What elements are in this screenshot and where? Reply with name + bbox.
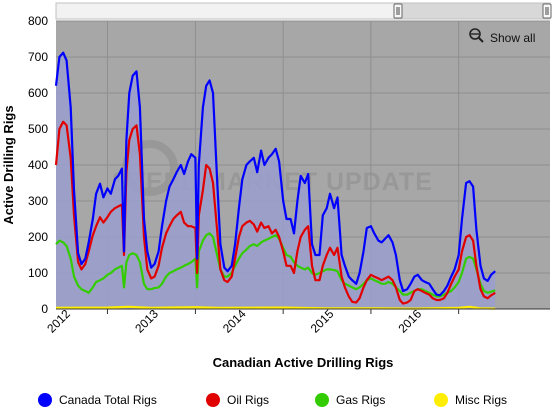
slider-handle-right-icon[interactable]	[542, 3, 552, 19]
y-tick-label: 500	[28, 122, 48, 136]
y-tick-label: 200	[28, 230, 48, 244]
magnifier-icon[interactable]	[469, 28, 484, 43]
y-tick-label: 100	[28, 266, 48, 280]
y-tick-label: 400	[28, 158, 48, 172]
y-axis-ticks: 0 100 200 300 400 500 600 700 800	[28, 14, 48, 316]
y-tick-label: 600	[28, 86, 48, 100]
x-tick-label: 2013	[132, 307, 161, 336]
legend-label-misc-rigs: Misc Rigs	[455, 393, 507, 407]
legend-label-gas-rigs: Gas Rigs	[336, 393, 385, 407]
navigator-selection[interactable]	[55, 2, 399, 20]
series-line-oil-rigs	[54, 120, 496, 305]
legend-marker-misc-rigs	[434, 393, 448, 407]
legend-item-gas-rigs[interactable]: Gas Rigs	[315, 393, 385, 407]
show-all-label[interactable]: Show all	[490, 31, 535, 45]
legend-label-oil-rigs: Oil Rigs	[227, 393, 269, 407]
slider-handle-left-icon[interactable]	[393, 3, 403, 19]
y-tick-label: 700	[28, 50, 48, 64]
legend-marker-oil-rigs	[206, 393, 220, 407]
legend-item-oil-rigs[interactable]: Oil Rigs	[206, 393, 269, 407]
show-all-button[interactable]: Show all	[469, 28, 535, 45]
range-navigator[interactable]	[55, 2, 552, 20]
series-area-canada-total-rigs	[56, 52, 496, 309]
legend-label-canada-total-rigs: Canada Total Rigs	[59, 393, 157, 407]
legend: Canada Total Rigs Oil Rigs Gas Rigs Misc Ri…	[38, 393, 507, 407]
legend-item-canada-total-rigs[interactable]: Canada Total Rigs	[38, 393, 157, 407]
y-tick-label: 300	[28, 194, 48, 208]
series-line-misc-rigs	[55, 305, 496, 310]
x-axis-ticks: 2012 2013 2014 2015 2016	[44, 307, 460, 336]
legend-item-misc-rigs[interactable]: Misc Rigs	[434, 393, 507, 407]
x-tick-label: 2012	[44, 307, 73, 336]
legend-marker-gas-rigs	[315, 393, 329, 407]
y-axis-title: Active Drilling Rigs	[1, 105, 16, 224]
y-tick-label: 0	[41, 302, 48, 316]
x-tick-label: 2016	[395, 307, 424, 336]
x-tick-label: 2014	[220, 307, 249, 336]
series-layer	[54, 51, 496, 310]
legend-marker-canada-total-rigs	[38, 393, 52, 407]
y-tick-label: 800	[28, 14, 48, 28]
series-line-canada-total-rigs	[54, 51, 496, 297]
x-axis-title: Canadian Active Drilling Rigs	[213, 355, 394, 370]
x-tick-label: 2015	[308, 307, 337, 336]
